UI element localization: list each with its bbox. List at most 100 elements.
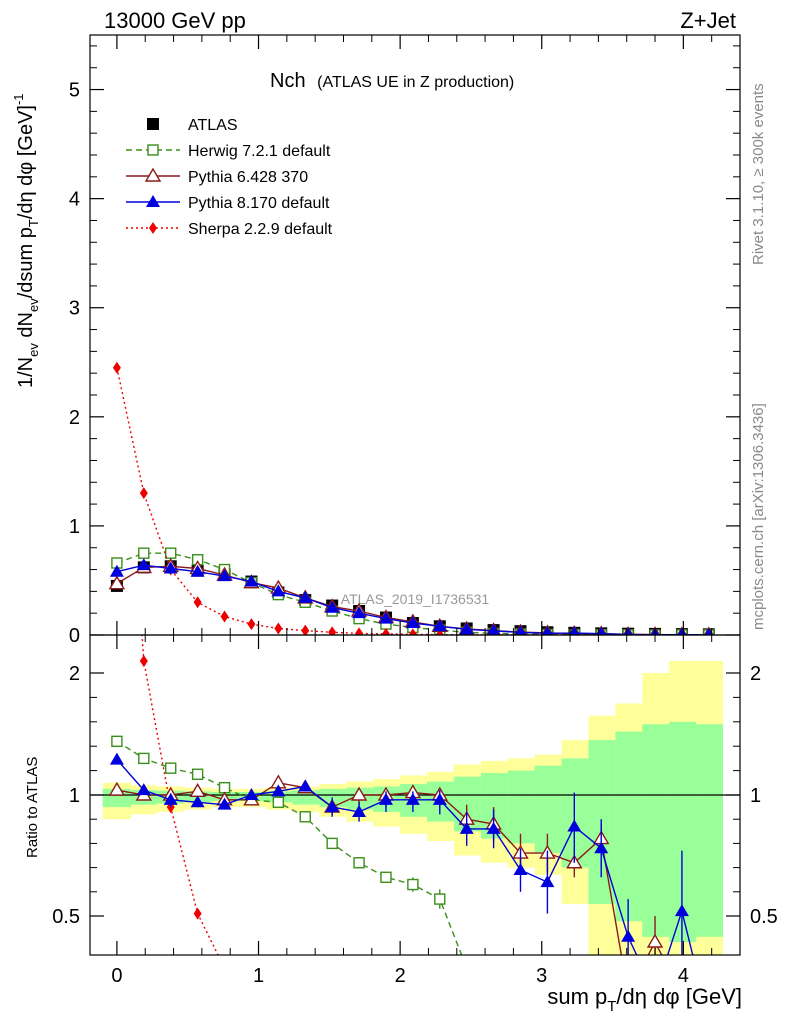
legend-label-sherpa: Sherpa 2.2.9 default: [188, 221, 333, 238]
legend-label-herwig: Herwig 7.2.1 default: [188, 143, 331, 160]
main-point-sherpa: [301, 624, 310, 635]
main-point-pythia8: [190, 564, 205, 577]
ratio-point-sherpa: [193, 907, 202, 920]
main-point-pythia8: [163, 561, 178, 574]
ratio-point-pythia8: [325, 800, 340, 813]
main-series-layer: [108, 361, 715, 635]
main-series-pythia8: [109, 558, 713, 635]
ratio-point-pythia6: [108, 781, 126, 796]
main-point-pythia8: [325, 600, 340, 613]
main-point-pythia8: [405, 616, 420, 628]
main-point-pythia8: [542, 626, 553, 635]
band-inner-segment: [615, 731, 643, 922]
main-point-herwig: [165, 547, 177, 559]
legend-label-atlas: ATLAS: [188, 117, 238, 134]
ratio-point-herwig: [434, 893, 446, 905]
ratio-point-sherpa: [221, 962, 229, 974]
main-point-pythia8: [298, 590, 313, 603]
ratio-point-herwig: [596, 1020, 606, 1024]
ratio-point-herwig: [299, 811, 311, 823]
main-point-pythia8: [432, 619, 447, 632]
band-inner-segment: [534, 765, 562, 854]
ratio-point-herwig: [462, 963, 472, 973]
ratio-point-herwig: [407, 878, 419, 891]
ratio-point-herwig: [165, 762, 177, 774]
x-tick-label: 3: [536, 965, 547, 987]
ratio-point-herwig: [516, 989, 526, 999]
ratio-point-pythia8: [486, 821, 501, 834]
main-point-sherpa: [247, 618, 256, 631]
ratio-point-pythia8: [217, 797, 232, 810]
ratio-point-sherpa: [328, 1017, 336, 1024]
ratio-y-tick-label-left: 0.5: [52, 906, 80, 928]
ratio-point-herwig: [569, 1015, 579, 1024]
ratio-point-herwig: [218, 781, 231, 794]
main-point-sherpa: [220, 610, 229, 623]
main-point-sherpa: [139, 487, 148, 500]
legend-marker-sherpa: [149, 222, 157, 234]
legend-entry-pythia6: Pythia 6.428 370: [126, 167, 308, 186]
main-point-pythia8: [569, 626, 580, 635]
main-line-sherpa: [116, 367, 709, 635]
x-tick-label: 4: [678, 965, 689, 987]
ratio-point-sherpa: [247, 988, 255, 1000]
band-inner-segment: [696, 724, 724, 937]
chart-title-sub: (ATLAS UE in Z production): [317, 74, 514, 91]
ratio-series-layer: [108, 259, 716, 1024]
main-point-herwig: [138, 547, 150, 559]
legend-entry-atlas: ATLAS: [147, 117, 238, 134]
header-right: Z+Jet: [680, 8, 736, 33]
y-tick-label: 2: [69, 407, 80, 429]
ratio-y-axis-label: Ratio to ATLAS: [24, 757, 41, 858]
ratio-point-pythia6: [702, 1013, 716, 1024]
ratio-point-pythia8: [163, 792, 178, 805]
ratio-point-herwig: [111, 735, 123, 748]
y-tick-label: 3: [69, 298, 80, 320]
main-point-pythia8: [459, 622, 474, 635]
ratio-point-herwig: [326, 837, 338, 850]
ratio-y-tick-label-left: 1: [69, 785, 80, 807]
ratio-point-herwig: [191, 768, 204, 780]
ratio-point-herwig: [380, 871, 392, 883]
legend-marker-pythia6: [144, 167, 162, 182]
chart-title: Nch (ATLAS UE in Z production): [270, 70, 514, 92]
side-mcplots-text: mcplots.cern.ch [arXiv:1306.3436]: [750, 403, 767, 630]
legend-marker-herwig: [147, 144, 159, 156]
legend-entry-herwig: Herwig 7.2.1 default: [126, 143, 331, 160]
ratio-point-herwig: [138, 752, 150, 765]
ratio-point-pythia6: [646, 933, 664, 948]
main-point-sherpa: [112, 361, 121, 374]
header-left: 13000 GeV pp: [104, 8, 246, 33]
x-tick-label: 2: [395, 965, 406, 987]
band-inner-segment: [561, 758, 589, 868]
legend-entry-sherpa: Sherpa 2.2.9 default: [126, 221, 333, 238]
main-point-sherpa: [193, 596, 202, 609]
legend-marker-pythia8: [146, 195, 160, 207]
legend-marker-atlas: [147, 118, 159, 130]
main-point-sherpa: [274, 622, 283, 635]
main-point-pythia6: [108, 575, 126, 590]
ratio-point-pythia8: [352, 804, 367, 817]
ratio-point-sherpa: [274, 1001, 282, 1013]
band-inner-segment: [642, 724, 670, 937]
main-point-pythia8: [623, 627, 633, 635]
ratio-point-pythia8: [540, 875, 555, 888]
ratio-point-sherpa: [113, 259, 121, 271]
ratio-series-pythia8: [109, 752, 694, 955]
main-point-pythia8: [487, 623, 501, 635]
legend-label-pythia6: Pythia 6.428 370: [188, 169, 308, 186]
ratio-point-pythia8: [271, 784, 286, 797]
main-point-pythia8: [352, 606, 367, 619]
main-point-pythia8: [378, 611, 393, 624]
ratio-point-pythia8: [109, 752, 124, 765]
ratio-point-pythia8: [432, 792, 447, 805]
band-inner-segment: [588, 740, 616, 904]
watermark-text: ATLAS_2019_I1736531: [341, 591, 490, 607]
ratio-point-pythia8: [459, 821, 474, 834]
ratio-point-pythia8: [594, 841, 609, 854]
ratio-point-herwig: [489, 976, 499, 986]
ratio-point-pythia8: [190, 795, 205, 808]
main-point-pythia8: [271, 584, 286, 597]
y-axis-label: 1/Nev dNev/dsum pT/dη dφ [GeV]-1: [11, 93, 41, 388]
